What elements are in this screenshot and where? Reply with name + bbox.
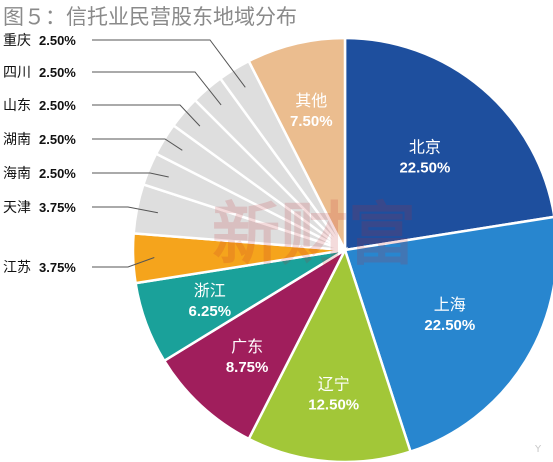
watermark: 新财富 (212, 195, 416, 275)
slice-label-value: 2.50% (39, 132, 76, 147)
slice-label-value: 2.50% (39, 98, 76, 113)
slice-label-value: 12.50% (308, 397, 359, 414)
slice-label-value: 22.50% (424, 317, 475, 334)
leader-line (92, 172, 169, 178)
pie-slice-13 (247, 36, 347, 251)
slice-label-name: 重庆 (3, 33, 31, 49)
pie-slice-3 (247, 246, 413, 462)
pie-slice-4 (162, 246, 349, 441)
slice-label-name: 海南 (3, 166, 31, 182)
pie-slice-1 (343, 36, 553, 252)
slice-label-name: 天津 (3, 200, 31, 216)
leader-lines (92, 39, 246, 268)
slice-label-name: 上海 (434, 295, 466, 314)
leader-line (92, 257, 155, 268)
leader-line (92, 39, 246, 88)
leader-line (92, 104, 201, 127)
pie-slice-2 (343, 215, 553, 454)
corner-logo-mark: Y (534, 444, 542, 455)
leader-line (92, 71, 222, 106)
slice-label-value: 3.75% (39, 260, 76, 275)
leader-line (92, 206, 158, 214)
slice-label-value: 3.75% (39, 200, 76, 215)
slice-label-value: 6.25% (189, 303, 232, 320)
slice-label-value: 2.50% (39, 166, 76, 181)
slice-label-value: 2.50% (39, 33, 76, 48)
slice-label-value: 8.75% (226, 359, 269, 376)
pie-slices (131, 36, 553, 462)
slice-label-name: 山东 (3, 98, 31, 114)
slice-label-name: 江苏 (3, 260, 31, 276)
slice-label-name: 浙江 (194, 281, 226, 300)
slice-label-value: 7.50% (290, 113, 333, 130)
leader-line (92, 138, 183, 151)
slice-label-name: 四川 (3, 65, 31, 81)
chart-title: 图５：信托业民营股东地域分布 (3, 5, 297, 29)
slice-label-name: 辽宁 (318, 375, 350, 394)
slice-labels: 北京 22.50% 上海 22.50% 辽宁 12.50% 广东 8.75% 浙江 6.25% 江苏… (3, 33, 475, 414)
slice-label-name: 广东 (231, 337, 263, 356)
slice-label-name: 北京 (409, 138, 441, 157)
slice-label-name: 湖南 (3, 132, 31, 148)
slice-label-value: 2.50% (39, 65, 76, 80)
slice-label-value: 22.50% (399, 160, 450, 177)
slice-label-name: 其他 (295, 91, 327, 110)
